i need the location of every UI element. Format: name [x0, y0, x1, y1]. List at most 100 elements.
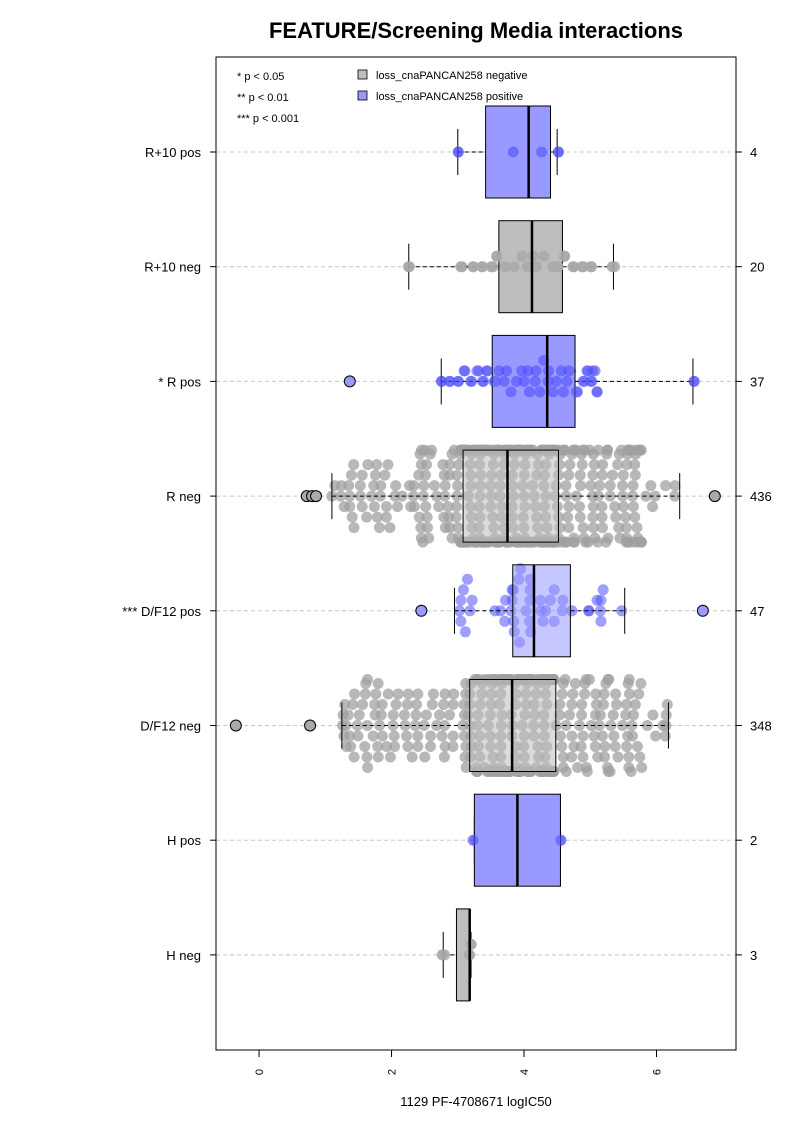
data-point	[376, 730, 388, 742]
data-point	[620, 522, 632, 534]
data-point	[518, 375, 530, 387]
data-point	[421, 459, 433, 471]
data-point	[343, 480, 355, 492]
data-point	[452, 375, 464, 387]
data-point	[347, 699, 359, 710]
data-point	[596, 522, 608, 534]
data-point	[534, 386, 546, 398]
data-point	[589, 365, 601, 377]
data-point	[344, 730, 356, 742]
data-point	[627, 709, 639, 721]
data-point	[536, 146, 548, 158]
data-point	[563, 365, 575, 377]
data-point	[607, 709, 619, 721]
data-point	[346, 511, 358, 523]
data-point	[688, 375, 700, 387]
data-point	[348, 522, 360, 534]
data-point	[596, 730, 608, 742]
data-point	[562, 511, 574, 523]
data-point	[507, 146, 519, 158]
data-point	[563, 709, 575, 721]
data-point	[592, 536, 604, 548]
outlier-point	[415, 604, 428, 617]
data-point	[554, 730, 566, 742]
data-point	[626, 730, 638, 742]
data-point	[574, 511, 586, 523]
data-point	[473, 365, 485, 377]
data-point	[371, 511, 383, 523]
data-point	[354, 480, 366, 492]
data-point	[560, 766, 572, 777]
data-point	[609, 501, 621, 513]
data-point	[660, 709, 672, 721]
data-point	[552, 146, 564, 158]
data-point	[566, 699, 578, 710]
data-point	[623, 751, 635, 763]
data-point	[566, 730, 578, 742]
data-point	[587, 522, 599, 534]
data-point	[623, 688, 635, 700]
data-point	[563, 501, 575, 513]
group-label: R+10 neg	[144, 260, 201, 275]
data-point	[621, 459, 633, 471]
count-label: 20	[750, 260, 764, 275]
data-point	[460, 762, 472, 773]
data-point	[645, 480, 657, 492]
data-point	[459, 626, 471, 638]
data-point	[412, 688, 424, 700]
data-point	[361, 674, 373, 685]
data-point	[612, 459, 624, 471]
data-point	[390, 699, 402, 710]
data-point	[406, 751, 418, 763]
data-point	[555, 834, 567, 846]
data-point	[439, 480, 451, 492]
data-point	[596, 511, 608, 523]
data-point	[564, 459, 576, 471]
data-point	[649, 490, 661, 502]
legend-label: loss_cnaPANCAN258 negative	[376, 70, 527, 82]
data-point	[439, 741, 451, 752]
data-point	[455, 615, 467, 627]
data-point	[450, 511, 462, 523]
data-point	[418, 480, 430, 492]
data-point	[388, 730, 400, 742]
data-point	[599, 741, 611, 752]
data-point	[453, 459, 465, 471]
data-point	[628, 501, 640, 513]
data-point	[428, 480, 440, 492]
data-point	[443, 469, 455, 481]
data-point	[554, 709, 566, 721]
data-point	[365, 490, 377, 502]
data-point	[616, 480, 628, 492]
data-point	[604, 766, 616, 777]
data-point	[491, 250, 503, 262]
data-point	[635, 536, 647, 548]
box	[512, 564, 571, 658]
data-point	[384, 522, 396, 534]
data-point	[372, 751, 384, 763]
data-point	[608, 730, 620, 742]
data-point	[592, 490, 604, 502]
data-point	[348, 459, 360, 471]
data-point	[439, 688, 451, 700]
data-point	[557, 386, 569, 398]
data-point	[443, 511, 455, 523]
data-point	[403, 261, 415, 273]
data-point	[660, 480, 672, 492]
data-point	[436, 375, 448, 387]
group-label: R+10 pos	[145, 145, 202, 160]
group-label: H neg	[166, 948, 201, 963]
data-point	[599, 751, 611, 763]
data-point	[345, 469, 357, 481]
data-point	[576, 699, 588, 710]
data-point	[340, 720, 352, 731]
data-point	[661, 699, 673, 710]
data-point	[521, 261, 533, 273]
data-point	[609, 741, 621, 752]
data-point	[410, 709, 422, 721]
data-point	[481, 365, 493, 377]
data-point	[610, 699, 622, 710]
outlier-point	[708, 490, 721, 503]
data-point	[369, 469, 381, 481]
outlier-point	[229, 719, 242, 732]
